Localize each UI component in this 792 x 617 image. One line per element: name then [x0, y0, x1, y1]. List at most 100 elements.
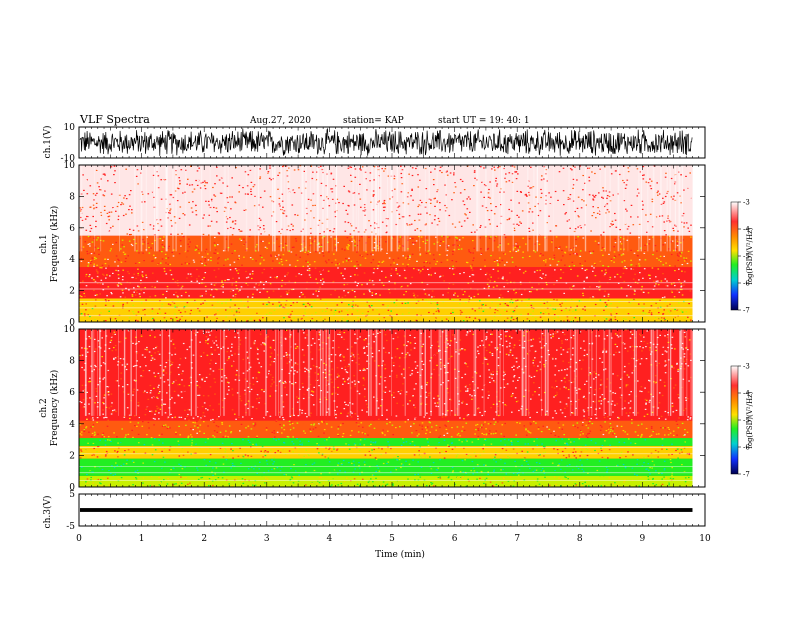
spec1-cell: [345, 258, 347, 259]
spec1-cell: [405, 291, 407, 292]
spec1-cell: [672, 228, 674, 229]
spec1-cell: [132, 305, 134, 306]
spec1-cell: [399, 218, 401, 219]
spec1-cell: [251, 182, 253, 183]
spec1-cell: [132, 269, 134, 270]
spec1-cell: [90, 220, 92, 221]
spec1-cell: [620, 318, 622, 319]
spec1-cell: [252, 297, 254, 298]
spec1-cell: [540, 277, 542, 278]
spec1-cell: [183, 190, 185, 191]
spec1-cell: [516, 224, 518, 225]
spec1-cell: [253, 186, 255, 187]
spec1-cell: [186, 256, 188, 257]
spec1-cell: [350, 252, 352, 253]
spec1-cell: [218, 203, 220, 204]
spec1-cell: [400, 236, 402, 237]
spec1-cell: [330, 294, 332, 295]
spec1-cell: [452, 245, 454, 246]
spec1-cell: [593, 251, 595, 252]
spec1-cell: [234, 250, 236, 251]
spec1-cell: [174, 314, 176, 315]
spec1-cell: [510, 200, 512, 201]
spec1-cell: [598, 244, 600, 245]
spec1-cell: [584, 261, 586, 262]
spec1-cell: [470, 252, 472, 253]
spec1-cell: [192, 212, 194, 213]
spec1-cell: [268, 297, 270, 298]
spec1-cell: [527, 305, 529, 306]
spec1-cell: [494, 221, 496, 222]
spec1-cell: [398, 258, 400, 259]
spec1-cell: [347, 310, 349, 311]
spec1-cell: [656, 182, 658, 183]
spec1-cell: [135, 278, 137, 279]
spec1-cell: [109, 216, 111, 217]
spec1-cell: [537, 285, 539, 286]
spec1-cell: [81, 313, 83, 314]
spec1-cell: [407, 264, 409, 265]
spec1-cell: [93, 193, 95, 194]
spec1-cell: [495, 178, 497, 179]
spec1-cell: [118, 219, 120, 220]
spec1-cell: [538, 225, 540, 226]
spec1-cell: [285, 252, 287, 253]
spec1-cell: [322, 311, 324, 312]
spec1-cell: [218, 268, 220, 269]
spec1-cell: [371, 317, 373, 318]
spec1-cell: [619, 229, 621, 230]
spec1-cell: [588, 177, 590, 178]
spec1-streak: [274, 165, 275, 251]
spec1-cell: [236, 270, 238, 271]
spec1-cell: [296, 212, 298, 213]
spec1-cell: [264, 276, 266, 277]
spec1-cell: [530, 291, 532, 292]
spec1-cell: [238, 278, 240, 279]
spec1-cell: [606, 198, 608, 199]
spec1-cell: [518, 207, 520, 208]
spec1-cell: [658, 229, 660, 230]
spec1-cell: [115, 242, 117, 243]
spec1-cell: [337, 242, 339, 243]
spec1-cell: [372, 292, 374, 293]
spec1-cell: [177, 200, 179, 201]
spec1-cell: [295, 276, 297, 277]
spec1-cell: [384, 183, 386, 184]
spec1-cell: [107, 259, 109, 260]
spec1-cell: [685, 318, 687, 319]
spec1-cell: [294, 190, 296, 191]
spec1-cell: [150, 218, 152, 219]
spec1-cell: [335, 310, 337, 311]
spec1-cell: [630, 219, 632, 220]
spec1-cell: [637, 195, 639, 196]
spec1-cell: [414, 220, 416, 221]
spec1-cell: [522, 209, 524, 210]
spec1-cell: [631, 262, 633, 263]
spec1-cell: [352, 302, 354, 303]
spec1-cell: [384, 207, 386, 208]
spec1-cell: [562, 233, 564, 234]
spec1-cell: [570, 174, 572, 175]
spec1-cell: [556, 280, 558, 281]
spec1-cell: [615, 242, 617, 243]
spec1-cell: [262, 265, 264, 266]
spec1-cell: [634, 274, 636, 275]
spec1-cell: [496, 226, 498, 227]
spec1-cell: [277, 281, 279, 282]
spec1-cell: [516, 178, 518, 179]
spec1-cell: [455, 271, 457, 272]
spec1-cell: [232, 222, 234, 223]
spec1-cell: [647, 283, 649, 284]
spec1-cell: [468, 196, 470, 197]
spec1-cell: [259, 284, 261, 285]
spec1-cell: [485, 312, 487, 313]
spec1-cell: [235, 268, 237, 269]
spec1-cell: [158, 272, 160, 273]
spec1-cell: [308, 199, 310, 200]
spec1-cell: [299, 269, 301, 270]
spec1-cell: [390, 275, 392, 276]
spec1-cell: [131, 212, 133, 213]
spec1-cell: [159, 300, 161, 301]
spec1-cell: [293, 181, 295, 182]
spec1-cell: [198, 172, 200, 173]
